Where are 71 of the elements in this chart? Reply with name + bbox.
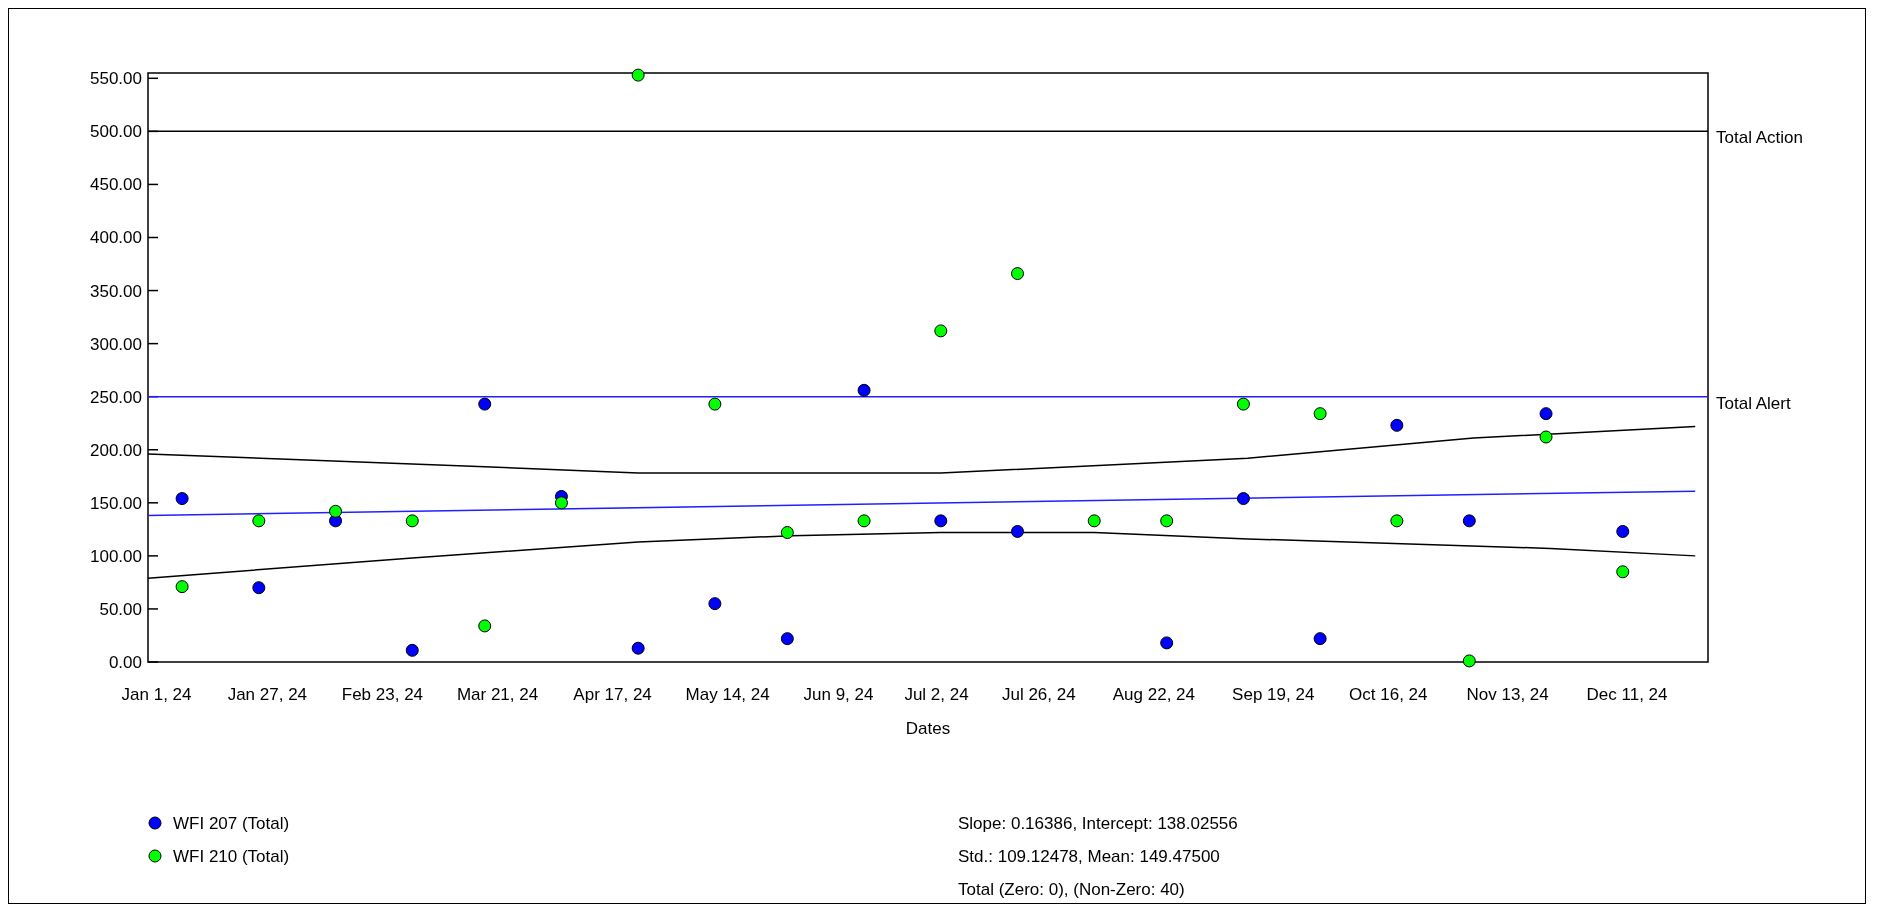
x-tick-label: May 14, 24: [685, 685, 770, 704]
point: [1313, 632, 1327, 646]
x-tick-label: Nov 13, 24: [1466, 685, 1549, 704]
y-tick-label: 350.00: [90, 281, 142, 301]
point: [1462, 514, 1476, 528]
x-tick-label: Aug 22, 24: [1112, 685, 1196, 704]
text: Slope: 0.16386, Intercept: 138.02556: [958, 813, 1238, 833]
point: [554, 496, 568, 510]
y-tick-label: 400.00: [90, 228, 142, 248]
point: [1011, 524, 1025, 538]
x-tick-label: Oct 16, 24: [1349, 685, 1428, 704]
x-tick-label: Mar 21, 24: [456, 685, 539, 704]
x-tick-label: Jan 1, 24: [121, 685, 192, 704]
point: [857, 514, 871, 528]
x-tick-label: Jun 9, 24: [803, 685, 874, 704]
y-tick-label: 150.00: [90, 493, 142, 513]
point: [1236, 397, 1250, 411]
point: [252, 514, 266, 528]
point: [780, 632, 794, 646]
point: [934, 324, 948, 338]
ref-line-label: Total Action: [1716, 128, 1803, 148]
point: [1390, 418, 1404, 432]
x-tick-label: Apr 17, 24: [573, 685, 652, 704]
y-tick-label: 250.00: [90, 387, 142, 407]
point: [1236, 492, 1250, 506]
point: [1390, 514, 1404, 528]
point: [405, 514, 419, 528]
y-tick-label: 0.00: [108, 652, 142, 672]
point: [252, 581, 266, 595]
y-tick-label: 50.00: [99, 599, 142, 619]
point: [708, 397, 722, 411]
point: [175, 580, 189, 594]
point: [631, 68, 645, 82]
x-tick-label: Feb 23, 24: [341, 685, 424, 704]
x-axis-title: Dates: [905, 719, 951, 738]
point: [1539, 407, 1553, 421]
point: [934, 514, 948, 528]
x-tick-label: Jul 26, 24: [1001, 685, 1076, 704]
text: Total (Zero: 0), (Non-Zero: 40): [958, 879, 1185, 899]
point: [1616, 524, 1630, 538]
legend-label: WFI 210 (Total): [173, 846, 290, 866]
y-tick-label: 450.00: [90, 175, 142, 195]
point: [478, 397, 492, 411]
point: [329, 504, 343, 518]
x-tick-label: Sep 19, 24: [1232, 685, 1315, 704]
point: [1087, 514, 1101, 528]
point: [1616, 565, 1630, 579]
point: [857, 383, 871, 397]
point: [1160, 636, 1174, 650]
point: [1462, 654, 1476, 668]
point: [631, 641, 645, 655]
y-tick-label: 500.00: [90, 122, 142, 142]
y-tick-label: 100.00: [90, 546, 142, 566]
x-tick-label: Dec 11, 24: [1586, 685, 1668, 704]
x-tick-label: Jul 2, 24: [904, 685, 969, 704]
y-tick-label: 550.00: [90, 69, 142, 89]
y-tick-label: 300.00: [90, 334, 142, 354]
y-tick-label: 200.00: [90, 440, 142, 460]
legend-label: WFI 207 (Total): [173, 813, 290, 833]
point: [1539, 430, 1553, 444]
point: [405, 643, 419, 657]
point: [478, 619, 492, 633]
text: Std.: 109.12478, Mean: 149.47500: [958, 846, 1220, 866]
point: [780, 526, 794, 540]
point: [175, 492, 189, 506]
point: [1313, 407, 1327, 421]
x-tick-label: Jan 27, 24: [227, 685, 308, 704]
point: [708, 597, 722, 611]
ref-line-label: Total Alert: [1716, 393, 1791, 413]
point: [1160, 514, 1174, 528]
point: [1011, 267, 1025, 281]
